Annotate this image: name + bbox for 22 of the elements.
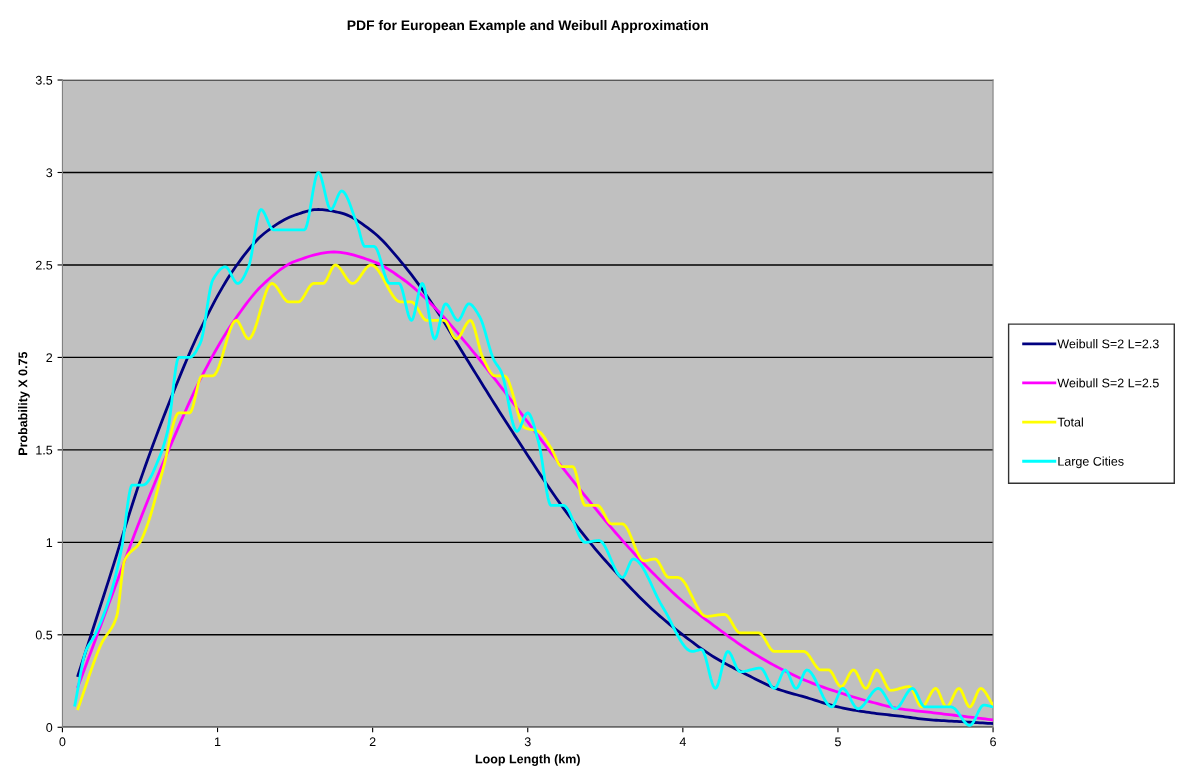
x-axis-title: Loop Length (km) <box>475 754 580 766</box>
y-axis-title: Probability X 0.75 <box>18 351 30 455</box>
y-tick-label: 3 <box>46 168 53 178</box>
y-tick-label: 1 <box>46 538 53 547</box>
legend-label: Weibull S=2 L=2.5 <box>1057 378 1159 388</box>
x-tick-label: 0 <box>59 737 66 747</box>
y-tick-label: 0 <box>46 723 53 732</box>
x-tick-label: 1 <box>215 737 221 747</box>
x-tick-label: 5 <box>834 737 841 747</box>
y-tick-label: 0.5 <box>35 630 53 640</box>
legend-label: Weibull S=2 L=2.3 <box>1057 339 1159 349</box>
y-tick-label: 1.5 <box>36 445 53 455</box>
x-tick-label: 2 <box>369 737 376 747</box>
chart-title: PDF for European Example and Weibull Approximation <box>347 19 708 33</box>
y-tick-label: 2.5 <box>35 260 53 270</box>
y-tick-label: 3.5 <box>35 75 53 85</box>
legend-label: Large Cities <box>1058 456 1124 469</box>
legend-label: Total <box>1057 417 1083 427</box>
x-tick-label: 4 <box>679 737 686 747</box>
x-tick-label: 6 <box>990 737 996 747</box>
x-tick-label: 3 <box>524 737 531 747</box>
y-tick-label: 2 <box>46 353 53 362</box>
